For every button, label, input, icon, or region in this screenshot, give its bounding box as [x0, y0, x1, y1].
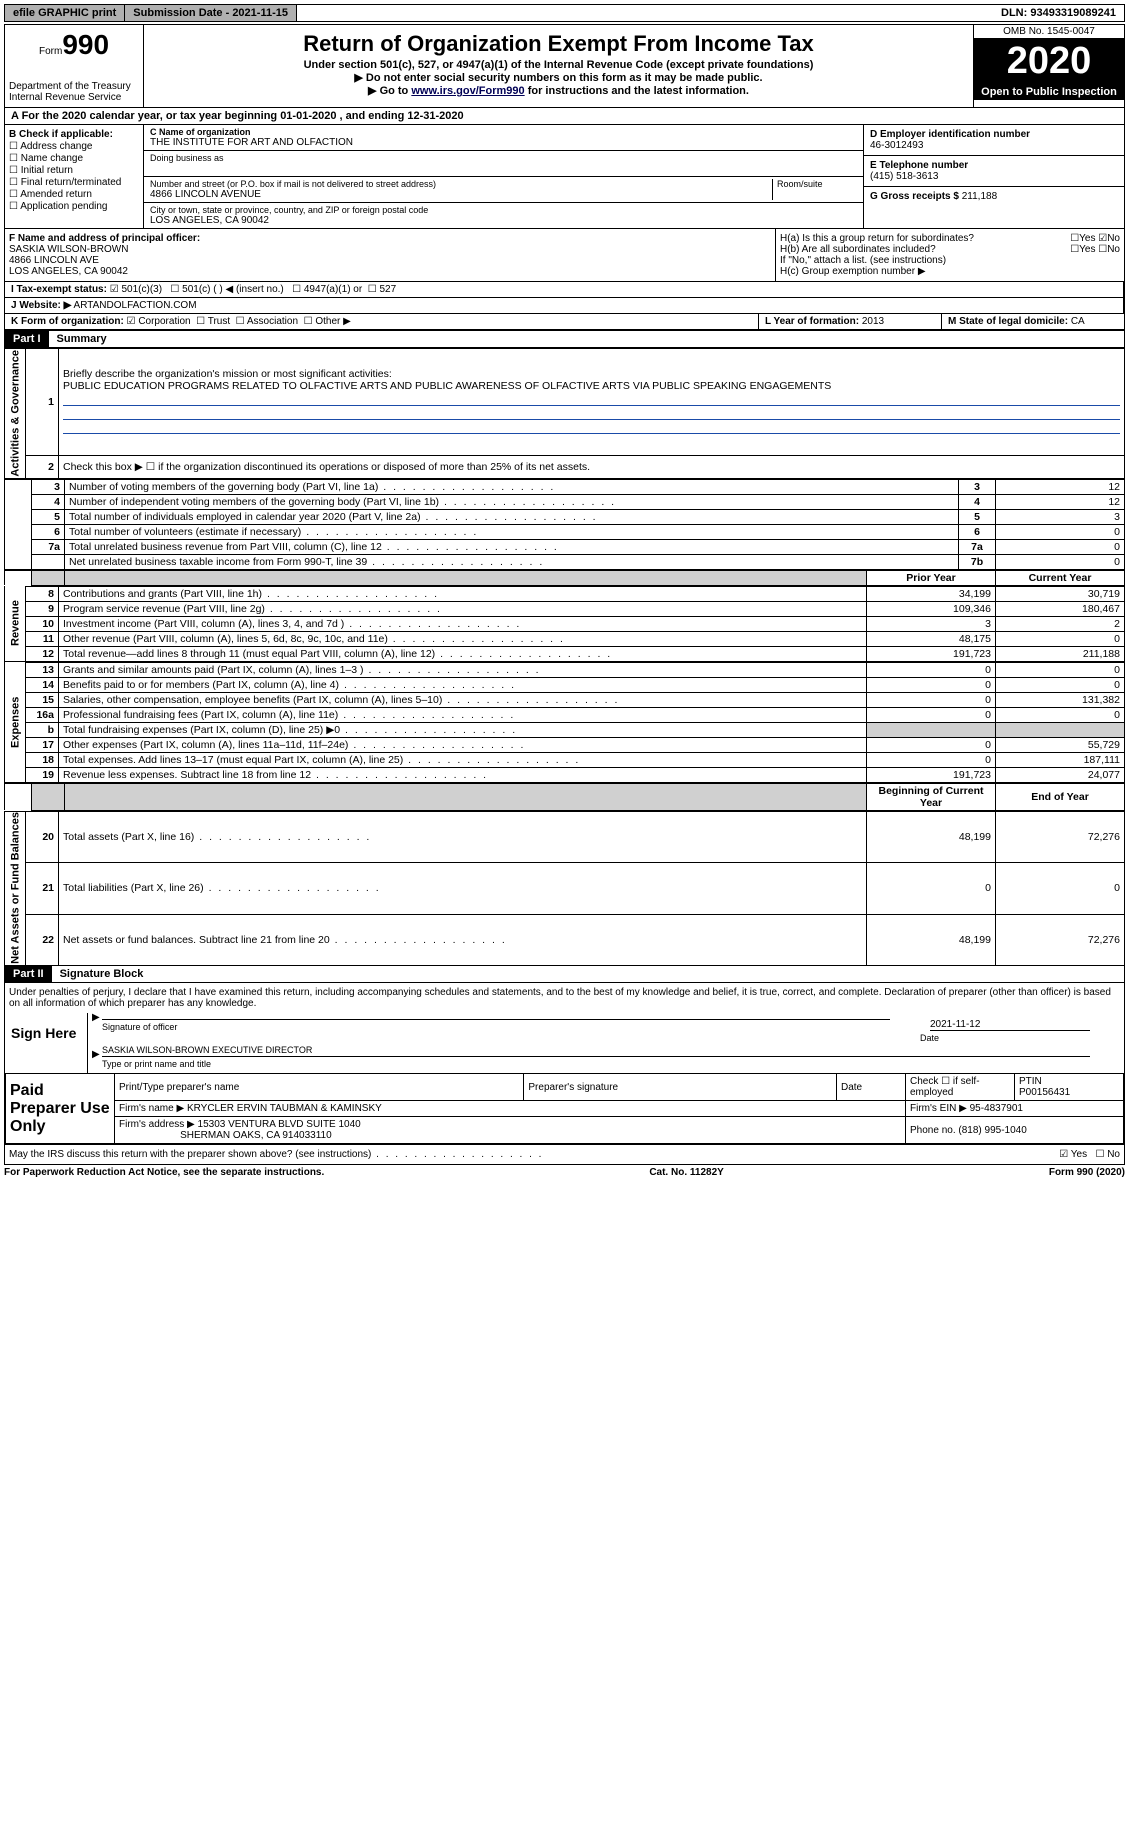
- city-label: City or town, state or province, country…: [150, 205, 857, 215]
- officer-print-label: Type or print name and title: [102, 1059, 1120, 1069]
- phone-label: E Telephone number: [870, 160, 968, 171]
- chk-amended[interactable]: ☐ Amended return: [9, 189, 139, 200]
- expenses-table: Expenses13Grants and similar amounts pai…: [4, 662, 1125, 783]
- name-label: C Name of organization: [150, 127, 857, 137]
- form-prefix: Form: [39, 46, 62, 57]
- website-row: J Website: ▶ ARTANDOLFACTION.COM: [5, 298, 1124, 313]
- inspection-notice: Open to Public Inspection: [974, 84, 1124, 100]
- net-assets-table: Net Assets or Fund Balances20Total asset…: [4, 811, 1125, 967]
- chk-pending[interactable]: ☐ Application pending: [9, 201, 139, 212]
- prep-sig-label: Preparer's signature: [524, 1074, 837, 1101]
- footer-left: For Paperwork Reduction Act Notice, see …: [4, 1167, 324, 1178]
- declaration-text: Under penalties of perjury, I declare th…: [5, 983, 1124, 1013]
- part2-label: Part II: [5, 966, 52, 982]
- dept-text: Department of the Treasury Internal Reve…: [9, 81, 139, 103]
- firm-ein: 95-4837901: [970, 1103, 1023, 1114]
- sig-date: 2021-11-12: [930, 1019, 980, 1030]
- tax-status-row: I Tax-exempt status: ☑ 501(c)(3) ☐ 501(c…: [5, 282, 1124, 297]
- note2-post: for instructions and the latest informat…: [525, 85, 749, 97]
- form-note1: ▶ Do not enter social security numbers o…: [148, 71, 969, 84]
- irs-link[interactable]: www.irs.gov/Form990: [411, 85, 524, 97]
- phone-value: (415) 518-3613: [870, 171, 938, 182]
- ein-label: D Employer identification number: [870, 129, 1030, 140]
- officer-label: F Name and address of principal officer:: [9, 233, 200, 244]
- gross-value: 211,188: [962, 191, 997, 202]
- firm-phone: (818) 995-1040: [958, 1125, 1026, 1136]
- street-address: 4866 LINCOLN AVENUE: [150, 189, 768, 200]
- footer-right: Form 990 (2020): [1049, 1167, 1125, 1178]
- hc-label: H(c) Group exemption number ▶: [780, 266, 1120, 277]
- part1-label: Part I: [5, 331, 49, 347]
- date-label: Date: [920, 1033, 1120, 1043]
- paid-label: Paid Preparer Use Only: [6, 1074, 115, 1144]
- hb-label: H(b) Are all subordinates included?: [780, 244, 936, 255]
- addr-label: Number and street (or P.O. box if mail i…: [150, 179, 768, 189]
- revenue-header: Prior Year Current Year: [4, 570, 1125, 586]
- room-label: Room/suite: [773, 179, 857, 200]
- top-bar: efile GRAPHIC print Submission Date - 20…: [4, 4, 1125, 22]
- officer-addr2: LOS ANGELES, CA 90042: [9, 266, 128, 277]
- q1-answer: PUBLIC EDUCATION PROGRAMS RELATED TO OLF…: [63, 380, 831, 392]
- summary-table: Activities & Governance 1 Briefly descri…: [4, 348, 1125, 479]
- firm-name: KRYCLER ERVIN TAUBMAN & KAMINSKY: [187, 1103, 382, 1114]
- identity-section: B Check if applicable: ☐ Address change …: [4, 125, 1125, 229]
- col-b-checkboxes: B Check if applicable: ☐ Address change …: [5, 125, 144, 228]
- submission-date: Submission Date - 2021-11-15: [125, 5, 297, 21]
- chk-initial[interactable]: ☐ Initial return: [9, 165, 139, 176]
- officer-name: SASKIA WILSON-BROWN: [9, 244, 128, 255]
- officer-addr1: 4866 LINCOLN AVE: [9, 255, 99, 266]
- firm-addr2: SHERMAN OAKS, CA 914033110: [180, 1130, 332, 1141]
- prep-self: Check ☐ if self-employed: [906, 1074, 1015, 1101]
- sig-officer-label: Signature of officer: [102, 1022, 920, 1032]
- efile-button[interactable]: efile GRAPHIC print: [5, 5, 125, 21]
- q2-text: Check this box ▶ ☐ if the organization d…: [59, 455, 1125, 478]
- ptin-value: P00156431: [1019, 1087, 1070, 1098]
- signature-block: Under penalties of perjury, I declare th…: [4, 983, 1125, 1165]
- state-domicile: M State of legal domicile: CA: [942, 314, 1124, 329]
- discuss-text: May the IRS discuss this return with the…: [9, 1149, 543, 1160]
- note2-pre: ▶ Go to: [368, 85, 411, 97]
- governance-table: 3Number of voting members of the governi…: [4, 479, 1125, 570]
- year-formation: L Year of formation: 2013: [759, 314, 942, 329]
- city-state-zip: LOS ANGELES, CA 90042: [150, 215, 857, 226]
- prep-date-label: Date: [837, 1074, 906, 1101]
- part2-title: Signature Block: [52, 966, 152, 982]
- tax-year: 2020: [974, 39, 1124, 84]
- form-number: 990: [62, 29, 109, 60]
- q1-text: Briefly describe the organization's miss…: [63, 368, 392, 380]
- chk-address[interactable]: ☐ Address change: [9, 141, 139, 152]
- dba-label: Doing business as: [150, 153, 857, 163]
- firm-addr: 15303 VENTURA BLVD SUITE 1040: [198, 1119, 361, 1130]
- org-form-row: K Form of organization: ☑ Corporation ☐ …: [5, 314, 759, 329]
- governance-label: Activities & Governance: [5, 349, 26, 479]
- revenue-table: Revenue8Contributions and grants (Part V…: [4, 586, 1125, 662]
- gross-label: G Gross receipts $: [870, 191, 959, 202]
- colb-title: B Check if applicable:: [9, 129, 113, 140]
- ein-value: 46-3012493: [870, 140, 923, 151]
- chk-final[interactable]: ☐ Final return/terminated: [9, 177, 139, 188]
- form-subtitle: Under section 501(c), 527, or 4947(a)(1)…: [148, 59, 969, 71]
- period-row: A For the 2020 calendar year, or tax yea…: [4, 108, 1125, 125]
- part1-title: Summary: [49, 331, 115, 347]
- org-name: THE INSTITUTE FOR ART AND OLFACTION: [150, 137, 857, 148]
- h-note: If "No," attach a list. (see instruction…: [780, 255, 1120, 266]
- preparer-table: Paid Preparer Use Only Print/Type prepar…: [5, 1073, 1124, 1144]
- form-title: Return of Organization Exempt From Incom…: [148, 31, 969, 57]
- prep-name-label: Print/Type preparer's name: [115, 1074, 524, 1101]
- officer-section: F Name and address of principal officer:…: [4, 229, 1125, 282]
- net-header: Beginning of Current Year End of Year: [4, 783, 1125, 811]
- page-footer: For Paperwork Reduction Act Notice, see …: [4, 1165, 1125, 1180]
- omb-number: OMB No. 1545-0047: [974, 25, 1124, 39]
- form-header: Form990 Department of the Treasury Inter…: [4, 24, 1125, 108]
- sign-here-label: Sign Here: [5, 1013, 88, 1073]
- chk-name[interactable]: ☐ Name change: [9, 153, 139, 164]
- dln: DLN: 93493319089241: [993, 5, 1124, 21]
- ha-label: H(a) Is this a group return for subordin…: [780, 233, 974, 244]
- officer-typed: SASKIA WILSON-BROWN EXECUTIVE DIRECTOR: [102, 1045, 312, 1055]
- footer-mid: Cat. No. 11282Y: [649, 1167, 723, 1178]
